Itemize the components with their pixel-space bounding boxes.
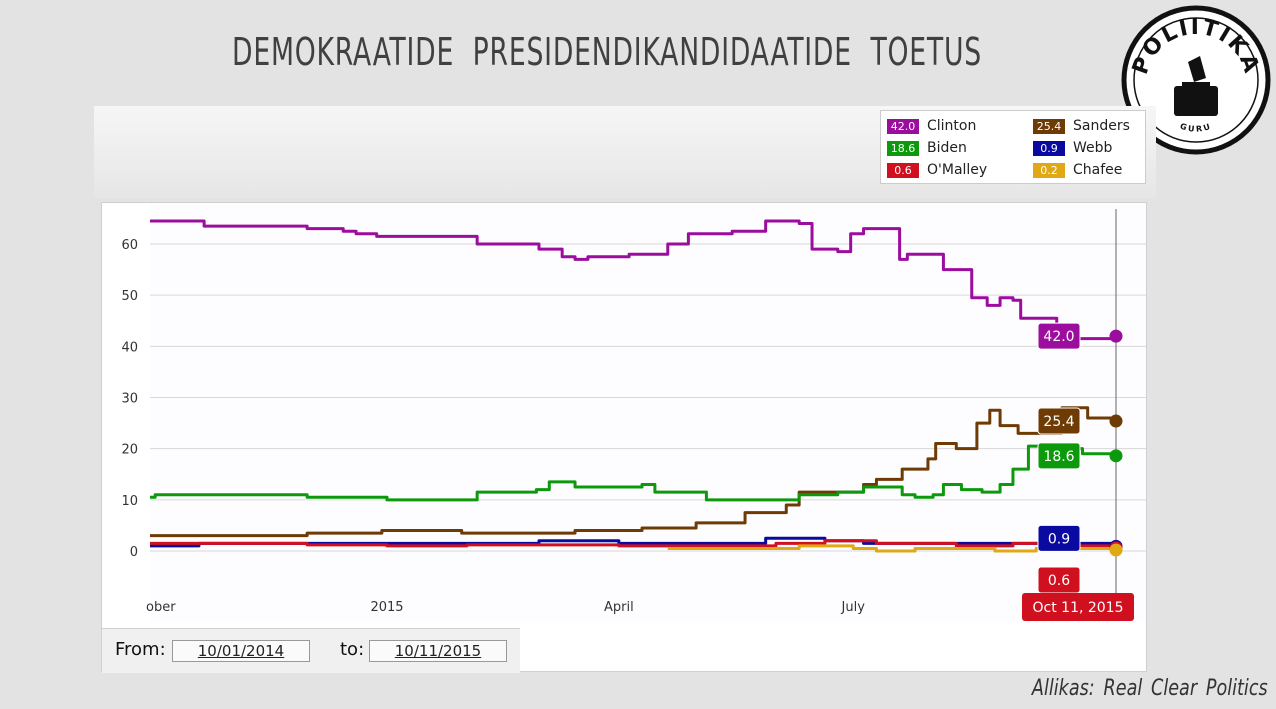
x-tick-label: ober <box>146 600 176 615</box>
y-tick-label: 50 <box>121 289 138 304</box>
end-point-clinton <box>1109 329 1123 343</box>
legend-value-webb: 0.9 <box>1033 140 1065 156</box>
end-point-biden <box>1109 449 1123 463</box>
value-label-bg-webb <box>1037 524 1081 552</box>
legend-label-clinton: Clinton <box>927 118 977 134</box>
value-label-bg-clinton <box>1037 322 1081 350</box>
value-label-sanders: 25.4 <box>1043 414 1074 430</box>
x-tick-label: 2015 <box>370 600 403 615</box>
chart-title: DEMOKRAATIDE PRESIDENDIKANDIDAATIDE TOET… <box>232 30 983 74</box>
legend-value-clinton: 42.0 <box>887 118 919 134</box>
y-tick-label: 0 <box>130 545 138 560</box>
value-label-clinton: 42.0 <box>1043 329 1074 345</box>
from-label: From: <box>115 639 166 660</box>
end-point-sanders <box>1109 414 1123 428</box>
legend-item-clinton[interactable]: 42.0 Clinton <box>887 117 976 135</box>
series-line-chafee <box>667 544 1118 553</box>
to-label: to: <box>340 639 365 660</box>
politika-guru-logo: POLIITIKA GURU <box>1121 5 1271 155</box>
x-tick-label: July <box>841 600 866 615</box>
y-tick-label: 10 <box>121 494 138 509</box>
value-label-webb: 0.9 <box>1048 531 1070 547</box>
end-point-chafee <box>1109 543 1123 557</box>
legend-item-sanders[interactable]: 25.4 Sanders <box>1033 117 1130 135</box>
value-label-bg-biden <box>1037 442 1081 470</box>
to-date-input[interactable]: 10/11/2015 <box>369 640 507 662</box>
series-line-o-malley <box>150 539 1118 548</box>
series-line-sanders <box>150 406 1118 538</box>
legend-label-biden: Biden <box>927 140 967 156</box>
ballot-box-icon <box>1174 56 1218 116</box>
logo-bottom-text: GURU <box>1179 122 1213 134</box>
legend-label-webb: Webb <box>1073 140 1113 156</box>
value-label-o-malley: 0.6 <box>1048 573 1070 589</box>
legend-label-o-malley: O'Malley <box>927 162 988 178</box>
plot-background <box>150 203 1146 623</box>
from-date-input[interactable]: 10/01/2014 <box>172 640 310 662</box>
legend-item-biden[interactable]: 18.6 Biden <box>887 139 967 157</box>
y-tick-label: 20 <box>121 443 138 458</box>
cursor-date-bg <box>1022 593 1134 621</box>
value-label-bg-sanders <box>1037 407 1081 435</box>
x-tick-label: April <box>604 600 634 615</box>
legend-item-chafee[interactable]: 0.2 Chafee <box>1033 161 1122 179</box>
legend-label-chafee: Chafee <box>1073 162 1123 178</box>
series-line-clinton <box>150 219 1118 343</box>
legend-item-o-malley[interactable]: 0.6 O'Malley <box>887 161 987 179</box>
series-line-biden <box>150 444 1118 502</box>
value-label-biden: 18.6 <box>1043 449 1074 465</box>
y-tick-label: 40 <box>121 340 138 355</box>
legend-item-webb[interactable]: 0.9 Webb <box>1033 139 1112 157</box>
legend-value-o-malley: 0.6 <box>887 162 919 178</box>
source-credit: Allikas: Real Clear Politics <box>1032 676 1268 701</box>
legend-value-sanders: 25.4 <box>1033 118 1065 134</box>
chart-frame: 0 10 20 30 40 50 60 ober 2015 April July 42.0 25.4 18… <box>101 202 1147 673</box>
date-range-bar: From: 10/01/2014 to: 10/11/2015 <box>102 628 520 673</box>
y-tick-label: 30 <box>121 392 138 407</box>
legend-value-biden: 18.6 <box>887 140 919 156</box>
legend-label-sanders: Sanders <box>1073 118 1130 134</box>
legend: 42.0 Clinton 25.4 Sanders 18.6 Biden 0.9 Webb 0.… <box>880 110 1146 184</box>
legend-value-chafee: 0.2 <box>1033 162 1065 178</box>
line-chart[interactable]: 0 10 20 30 40 50 60 ober 2015 April July 42.0 25.4 18… <box>102 203 1146 627</box>
cursor-date-label: Oct 11, 2015 <box>1033 600 1124 616</box>
y-tick-label: 60 <box>121 238 138 253</box>
